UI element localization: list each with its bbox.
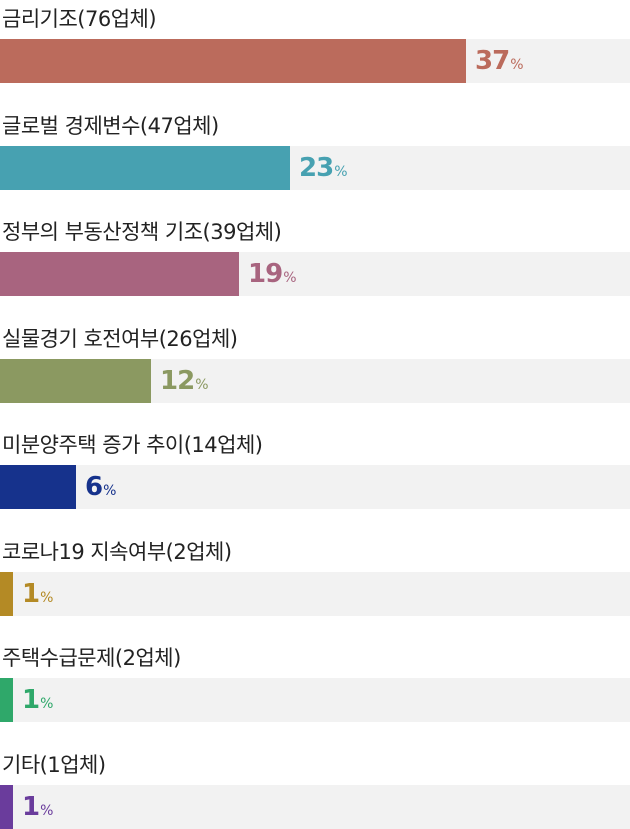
value-label: 6%: [85, 472, 116, 502]
value-unit: %: [40, 696, 53, 712]
value-number: 19: [248, 259, 283, 289]
bar: [0, 572, 13, 616]
value-number: 37: [475, 46, 510, 76]
bar-track: 37%: [0, 39, 630, 83]
bar-track: 6%: [0, 465, 630, 509]
value-label: 1%: [22, 685, 53, 715]
category-label: 글로벌 경제변수(47업체): [2, 114, 219, 138]
bar-track: 19%: [0, 252, 630, 296]
value-number: 23: [299, 153, 334, 183]
bar: [0, 678, 13, 722]
value-label: 19%: [248, 259, 297, 289]
bar-track: 1%: [0, 785, 630, 829]
value-unit: %: [40, 803, 53, 819]
category-label: 미분양주택 증가 추이(14업체): [2, 433, 263, 457]
bar-track: 1%: [0, 678, 630, 722]
value-unit: %: [510, 57, 523, 73]
bar: [0, 359, 151, 403]
value-number: 1: [22, 685, 40, 715]
value-unit: %: [103, 483, 116, 499]
category-label: 주택수급문제(2업체): [2, 646, 181, 670]
bar: [0, 146, 290, 190]
bar: [0, 465, 76, 509]
bar-track: 12%: [0, 359, 630, 403]
bar: [0, 252, 239, 296]
value-unit: %: [334, 164, 347, 180]
value-label: 37%: [475, 46, 524, 76]
value-unit: %: [40, 590, 53, 606]
value-number: 1: [22, 792, 40, 822]
bar: [0, 785, 13, 829]
value-number: 12: [160, 366, 195, 396]
category-label: 정부의 부동산정책 기조(39업체): [2, 220, 282, 244]
category-label: 실물경기 호전여부(26업체): [2, 327, 238, 351]
value-label: 23%: [299, 153, 348, 183]
value-label: 1%: [22, 792, 53, 822]
value-number: 1: [22, 579, 40, 609]
value-label: 1%: [22, 579, 53, 609]
bar-track: 23%: [0, 146, 630, 190]
value-unit: %: [195, 377, 208, 393]
category-label: 기타(1업체): [2, 753, 106, 777]
bar: [0, 39, 466, 83]
value-label: 12%: [160, 366, 209, 396]
category-label: 금리기조(76업체): [2, 7, 157, 31]
bar-track: 1%: [0, 572, 630, 616]
value-unit: %: [283, 270, 296, 286]
value-number: 6: [85, 472, 103, 502]
category-label: 코로나19 지속여부(2업체): [2, 540, 232, 564]
